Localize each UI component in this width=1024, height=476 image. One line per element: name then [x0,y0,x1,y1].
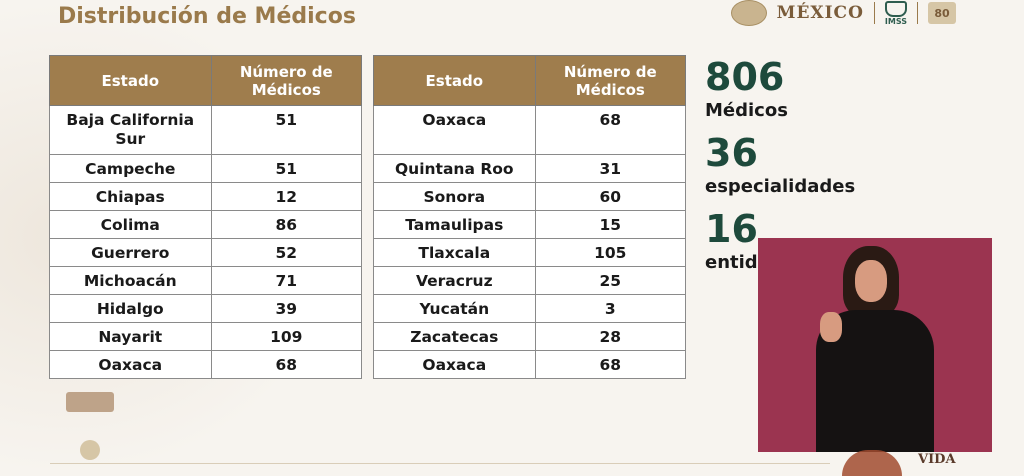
cell-medicos: 68 [210,350,363,379]
imss-logo: IMSS [884,0,907,26]
table-row: Quintana Roo 31 [373,154,687,183]
cell-estado: Nayarit [49,322,212,351]
table-header-row: Estado Número de Médicos [373,55,687,106]
cell-estado: Oaxaca [49,350,212,379]
table-row: Hidalgo 39 [49,294,363,323]
table-distribution-right: Estado Número de Médicos Oaxaca 68 Quint… [373,55,687,379]
cell-medicos: 12 [210,182,363,211]
imss-mark-icon [884,0,907,17]
cell-medicos: 31 [534,154,687,183]
cell-medicos: 28 [534,322,687,351]
stat-entidades-number: 16 [705,207,758,251]
interpreter-hand [820,312,842,342]
cell-medicos: 39 [210,294,363,323]
table-row: Colima 86 [49,210,363,239]
national-seal-icon [730,0,767,26]
table-row: Nayarit 109 [49,322,363,351]
table-row: Chiapas 12 [49,182,363,211]
table-row: Michoacán 71 [49,266,363,295]
stat-medicos-number: 806 [705,55,785,99]
header-logos: MÉXICO IMSS 80 [730,0,956,26]
brand-mexico: MÉXICO [776,3,864,23]
vida-logo-icon [842,450,902,476]
interpreter-face [855,260,887,302]
table-row: Veracruz 25 [373,266,687,295]
cell-medicos: 15 [534,210,687,239]
cell-medicos: 60 [534,182,687,211]
stat-especialidades-number: 36 [705,131,758,175]
cell-estado: Chiapas [49,182,212,211]
table-row: Tamaulipas 15 [373,210,687,239]
cell-estado: Quintana Roo [373,154,536,183]
stat-entidades-label: entid [705,252,758,273]
cell-estado: Tlaxcala [373,238,536,267]
table-row: Yucatán 3 [373,294,687,323]
cell-estado: Oaxaca [373,105,536,155]
stat-especialidades-label: especialidades [705,176,856,197]
cell-estado: Tamaulipas [373,210,536,239]
table-header-row: Estado Número de Médicos [49,55,363,106]
cell-estado: Guerrero [49,238,212,267]
cell-medicos: 25 [534,266,687,295]
cell-medicos: 52 [210,238,363,267]
footer-divider [50,463,830,464]
cell-estado: Hidalgo [49,294,212,323]
table-row: Zacatecas 28 [373,322,687,351]
cell-medicos: 86 [210,210,363,239]
anniversary-logo: 80 [928,2,956,24]
cell-estado: Yucatán [373,294,536,323]
cell-medicos: 68 [534,350,687,379]
cell-medicos: 105 [534,238,687,267]
page-title: Distribución de Médicos [58,4,356,29]
imss-label: IMSS [884,16,907,26]
cell-estado: Baja California Sur [49,105,212,155]
cell-estado: Oaxaca [373,350,536,379]
table-row: Oaxaca 68 [373,350,687,379]
col-header-numero-medicos: Número de Médicos [210,55,363,106]
col-header-estado: Estado [373,55,536,106]
footer-seal-icon [80,440,100,460]
table-distribution-left: Estado Número de Médicos Baja California… [49,55,363,379]
table-row: Guerrero 52 [49,238,363,267]
table-row: Tlaxcala 105 [373,238,687,267]
cell-estado: Michoacán [49,266,212,295]
table-row: Oaxaca 68 [49,350,363,379]
col-header-estado: Estado [49,55,212,106]
cell-estado: Sonora [373,182,536,211]
col-header-numero-medicos: Número de Médicos [534,55,687,106]
summary-stats: 806 Médicos 36 especialidades 16 entid [705,58,855,286]
decorative-figures-icon [66,392,114,412]
cell-medicos: 109 [210,322,363,351]
cell-medicos: 51 [210,105,363,155]
table-row: Baja California Sur 51 [49,105,363,155]
cell-medicos: 68 [534,105,687,155]
cell-medicos: 71 [210,266,363,295]
table-row: Sonora 60 [373,182,687,211]
table-row: Oaxaca 68 [373,105,687,155]
table-row: Campeche 51 [49,154,363,183]
logo-divider [873,2,875,24]
cell-estado: Campeche [49,154,212,183]
cell-medicos: 3 [534,294,687,323]
cell-medicos: 51 [210,154,363,183]
stat-medicos-label: Médicos [705,100,788,121]
logo-divider-2 [917,2,918,24]
cell-estado: Colima [49,210,212,239]
vida-label: VIDA [918,452,956,467]
cell-estado: Zacatecas [373,322,536,351]
sign-language-interpreter-video [758,238,992,452]
cell-estado: Veracruz [373,266,536,295]
